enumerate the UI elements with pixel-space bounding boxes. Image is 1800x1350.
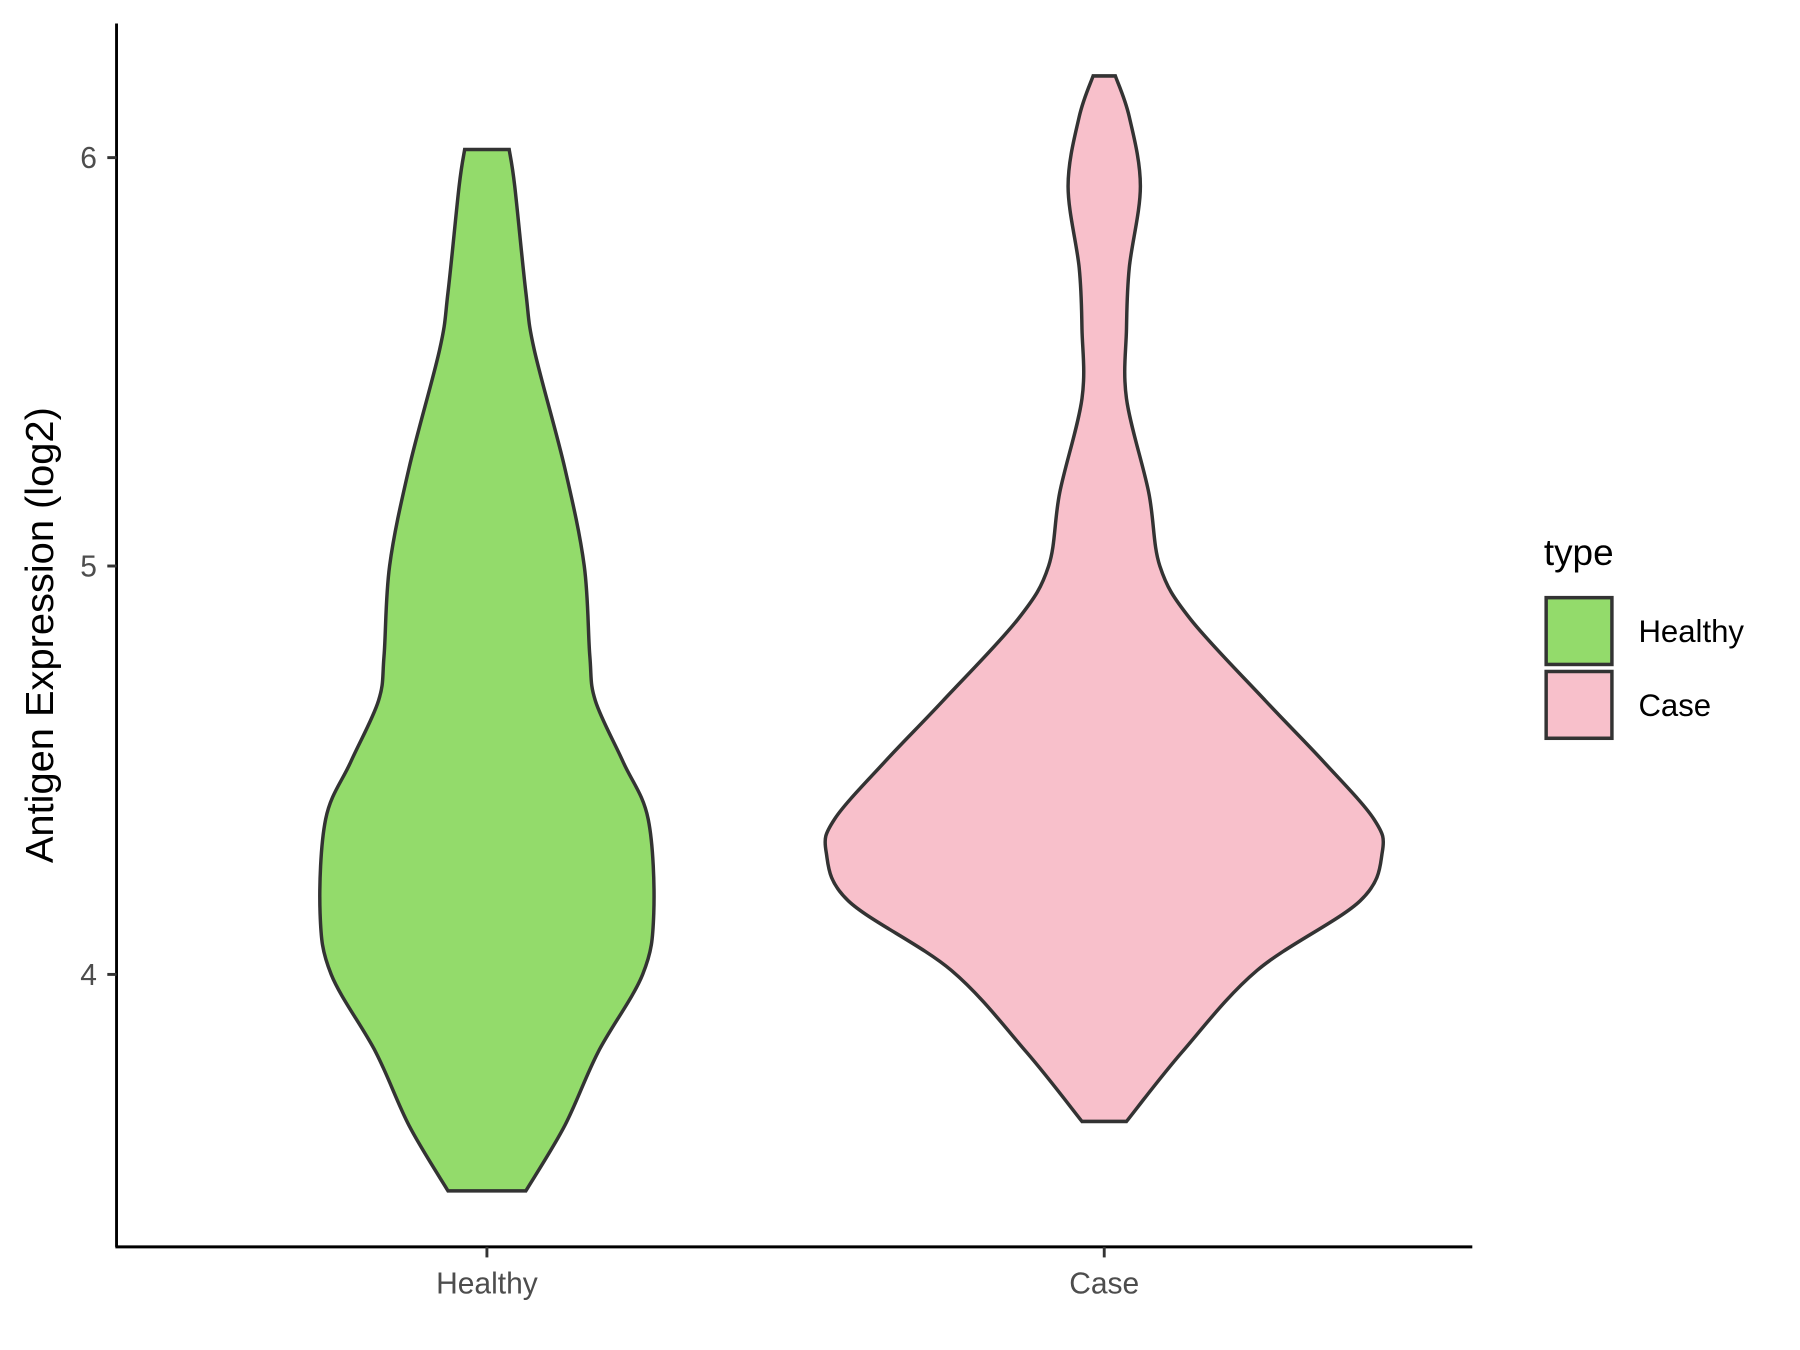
x-tick-label: Healthy	[436, 1268, 539, 1301]
legend-title: type	[1544, 531, 1614, 573]
y-tick-label: 6	[80, 142, 97, 175]
y-tick-label: 4	[80, 959, 97, 992]
legend-label: Case	[1638, 688, 1711, 723]
violins	[318, 74, 1386, 1193]
y-ticks: 4 5 6	[80, 142, 117, 992]
legend-key-healthy	[1544, 595, 1614, 667]
y-axis-label: Antigen Expression (log2)	[18, 407, 62, 863]
x-tick-label: Case	[1069, 1268, 1139, 1301]
legend: type Healthy Case	[1544, 531, 1744, 741]
violin-healthy	[318, 147, 656, 1193]
legend-label: Healthy	[1638, 614, 1744, 649]
y-tick-label: 5	[80, 550, 97, 583]
legend-key-case	[1544, 669, 1614, 741]
violin-case	[823, 74, 1386, 1124]
x-ticks: Healthy Case	[436, 1246, 1139, 1301]
